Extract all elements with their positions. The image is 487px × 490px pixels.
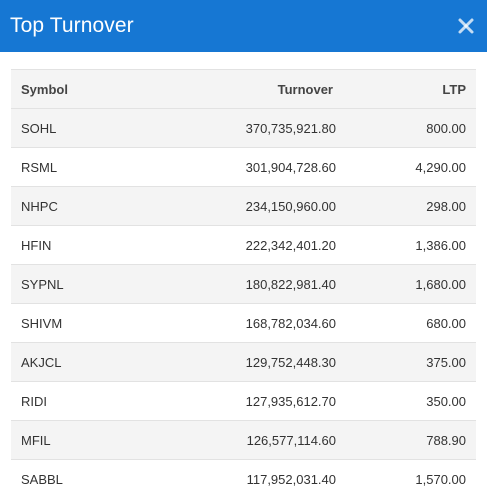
- table-row: NHPC 234,150,960.00 298.00: [11, 186, 476, 226]
- cell-symbol: HFIN: [11, 225, 161, 265]
- cell-ltp: 4,290.00: [336, 147, 476, 187]
- table-row: SYPNL 180,822,981.40 1,680.00: [11, 264, 476, 304]
- cell-turnover: 127,935,612.70: [161, 381, 336, 421]
- table-row: SHIVM 168,782,034.60 680.00: [11, 303, 476, 343]
- cell-ltp: 800.00: [336, 108, 476, 148]
- close-icon[interactable]: [457, 17, 477, 37]
- cell-ltp: 1,570.00: [336, 459, 476, 490]
- table-row: SABBL 117,952,031.40 1,570.00: [11, 459, 476, 490]
- turnover-table: Symbol Turnover LTP SOHL 370,735,921.80 …: [11, 69, 476, 490]
- cell-ltp: 788.90: [336, 420, 476, 460]
- column-header-ltp: LTP: [336, 69, 476, 109]
- modal-header: Top Turnover: [0, 0, 487, 52]
- cell-turnover: 129,752,448.30: [161, 342, 336, 382]
- cell-symbol: MFIL: [11, 420, 161, 460]
- cell-symbol: SOHL: [11, 108, 161, 148]
- cell-symbol: SHIVM: [11, 303, 161, 343]
- modal-title: Top Turnover: [10, 14, 134, 37]
- table-row: RIDI 127,935,612.70 350.00: [11, 381, 476, 421]
- modal-body: Symbol Turnover LTP SOHL 370,735,921.80 …: [0, 52, 487, 490]
- cell-symbol: NHPC: [11, 186, 161, 226]
- table-header-row: Symbol Turnover LTP: [11, 69, 476, 109]
- cell-symbol: SYPNL: [11, 264, 161, 304]
- cell-symbol: SABBL: [11, 459, 161, 490]
- cell-turnover: 117,952,031.40: [161, 459, 336, 490]
- cell-ltp: 1,386.00: [336, 225, 476, 265]
- cell-symbol: RIDI: [11, 381, 161, 421]
- cell-turnover: 180,822,981.40: [161, 264, 336, 304]
- cell-ltp: 298.00: [336, 186, 476, 226]
- cell-turnover: 222,342,401.20: [161, 225, 336, 265]
- column-header-symbol: Symbol: [11, 69, 161, 109]
- table-row: MFIL 126,577,114.60 788.90: [11, 420, 476, 460]
- cell-turnover: 234,150,960.00: [161, 186, 336, 226]
- cell-symbol: AKJCL: [11, 342, 161, 382]
- cell-turnover: 370,735,921.80: [161, 108, 336, 148]
- cell-symbol: RSML: [11, 147, 161, 187]
- cell-ltp: 1,680.00: [336, 264, 476, 304]
- cell-ltp: 680.00: [336, 303, 476, 343]
- cell-turnover: 168,782,034.60: [161, 303, 336, 343]
- cell-turnover: 301,904,728.60: [161, 147, 336, 187]
- table-row: HFIN 222,342,401.20 1,386.00: [11, 225, 476, 265]
- table-row: RSML 301,904,728.60 4,290.00: [11, 147, 476, 187]
- table-row: AKJCL 129,752,448.30 375.00: [11, 342, 476, 382]
- table-row: SOHL 370,735,921.80 800.00: [11, 108, 476, 148]
- column-header-turnover: Turnover: [161, 69, 336, 109]
- cell-ltp: 350.00: [336, 381, 476, 421]
- cell-turnover: 126,577,114.60: [161, 420, 336, 460]
- cell-ltp: 375.00: [336, 342, 476, 382]
